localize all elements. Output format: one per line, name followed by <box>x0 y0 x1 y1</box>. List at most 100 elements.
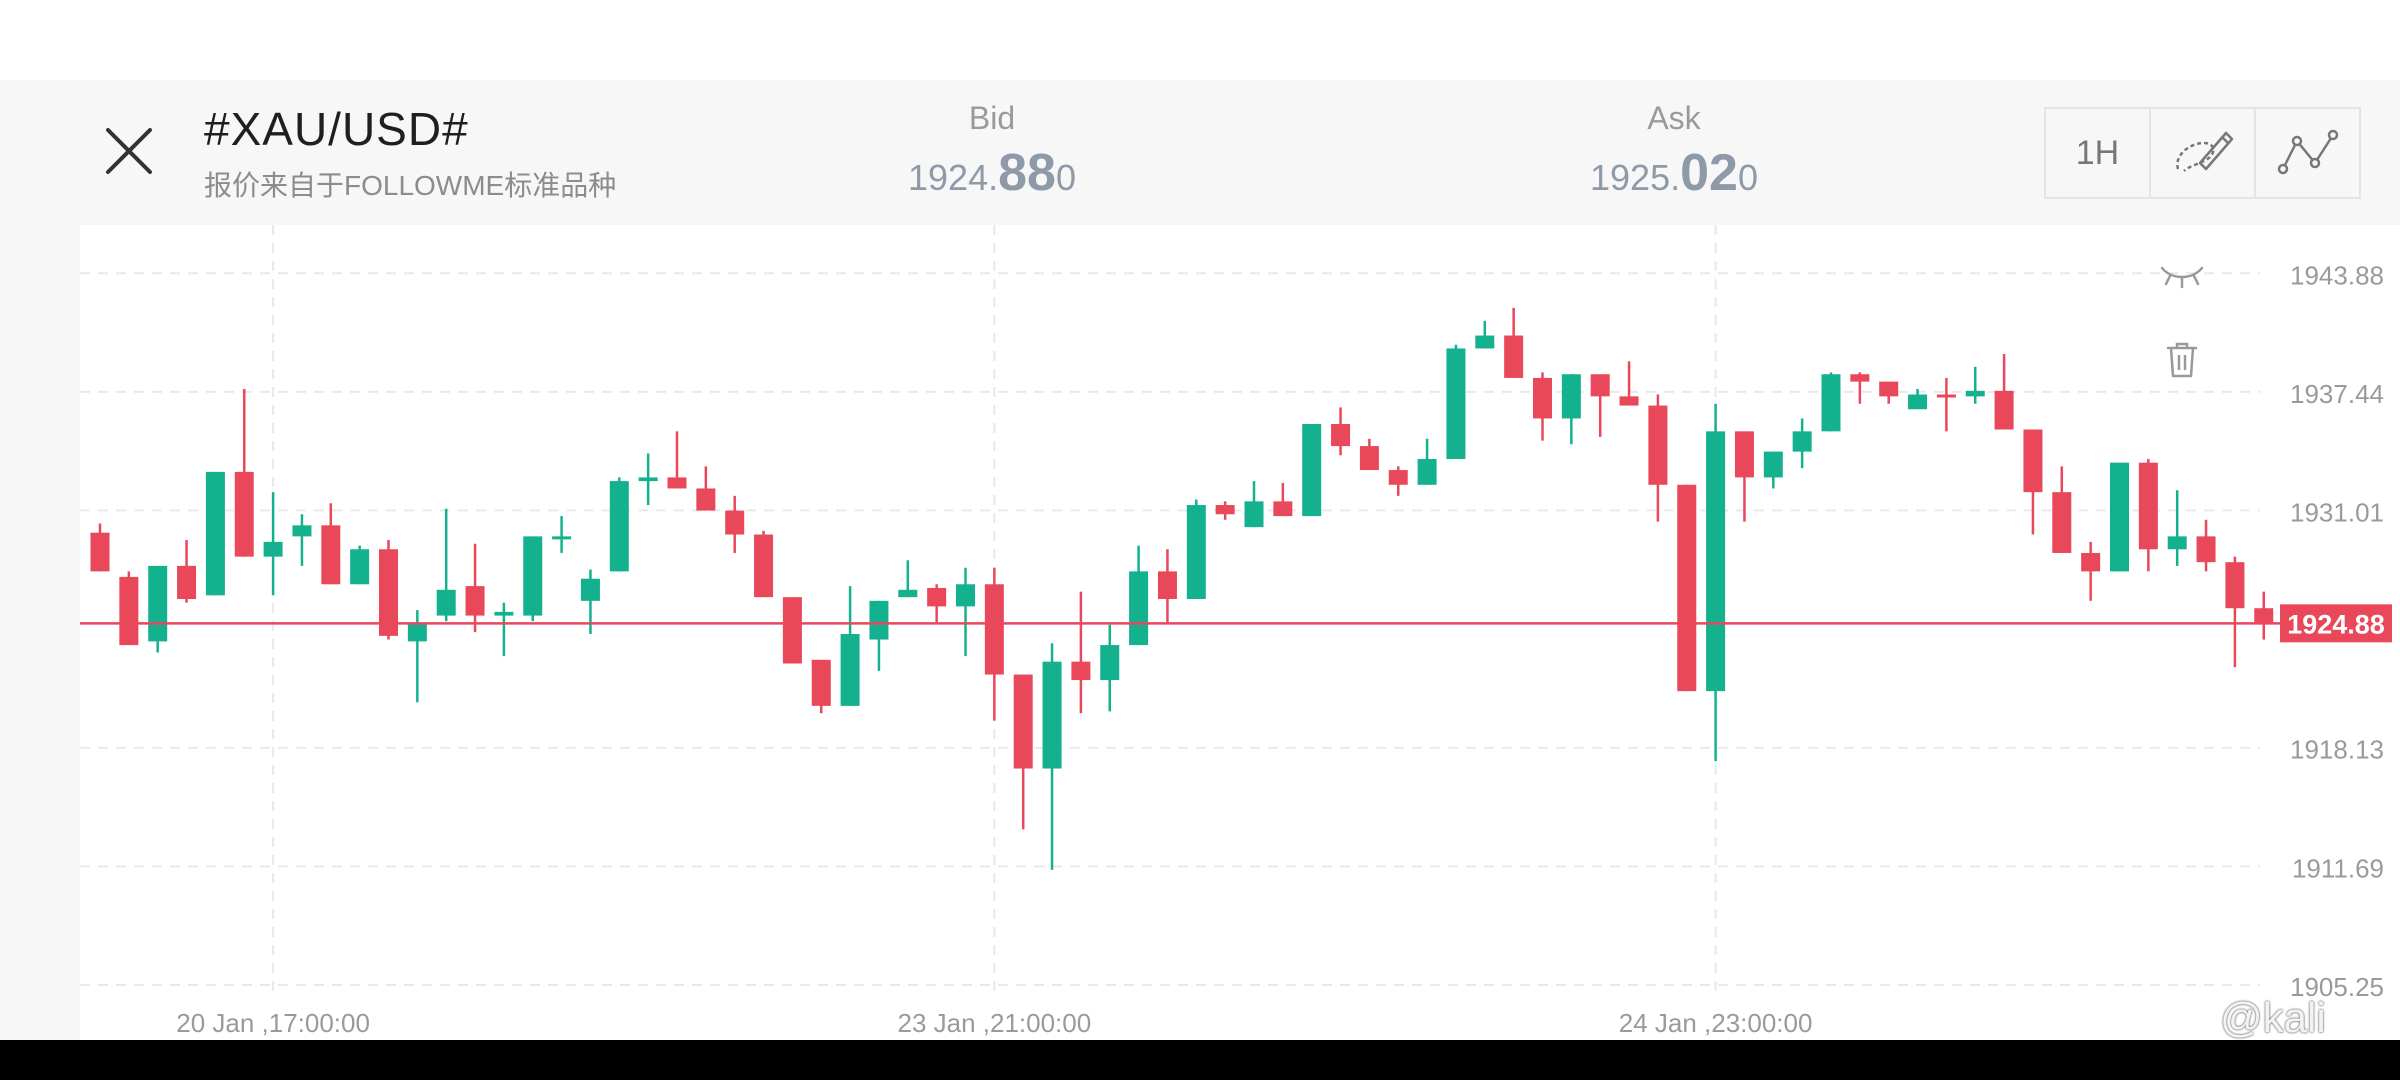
axis-layer: 1943.88 1937.44 1931.01 1918.13 1911.69 1905.… <box>176 260 2384 1038</box>
candle <box>350 545 370 585</box>
timeframe-button[interactable]: 1H <box>2046 109 2151 197</box>
candle <box>177 540 197 603</box>
candle-body <box>1504 335 1524 378</box>
candle <box>1908 388 1928 410</box>
indicator-button[interactable] <box>2256 109 2359 197</box>
candle <box>1129 545 1149 646</box>
candle <box>2110 462 2129 572</box>
candle <box>840 586 860 706</box>
candle <box>321 503 341 585</box>
candle <box>119 571 139 646</box>
x-tick-label: 23 Jan ,21:00:00 <box>897 1008 1091 1038</box>
candle-body <box>1215 505 1235 515</box>
candle <box>1071 591 1091 714</box>
candle <box>1331 407 1351 456</box>
candle <box>2081 541 2101 601</box>
candle-body <box>177 565 197 600</box>
candle-body <box>1821 374 1841 432</box>
candle-body <box>2110 462 2129 572</box>
candle-body <box>1850 374 1870 382</box>
left-gutter <box>0 225 80 1040</box>
x-tick-label: 24 Jan ,23:00:00 <box>1619 1008 1813 1038</box>
candle-body <box>552 536 572 540</box>
candle <box>956 567 975 657</box>
candle <box>1648 394 1668 522</box>
candle <box>638 453 658 506</box>
ask-value: 1925.020 <box>1524 143 1824 203</box>
candle <box>1359 438 1379 471</box>
candle <box>1244 481 1264 528</box>
current-price-tag <box>2280 604 2392 643</box>
candle <box>1157 549 1177 623</box>
y-tick-label: 1943.88 <box>2290 260 2384 290</box>
price-chart[interactable]: 1924.88 1943.88 1937.44 1931.01 1918.13 1911… <box>80 225 2400 1040</box>
candle <box>494 602 514 657</box>
candle-body <box>984 584 1004 675</box>
eye-closed-icon[interactable] <box>2158 260 2206 290</box>
candle <box>1619 361 1639 406</box>
candle-body <box>1533 377 1552 419</box>
candle-body <box>2254 608 2274 623</box>
close-button[interactable] <box>96 118 162 184</box>
candle-body <box>1331 423 1351 447</box>
candle <box>1475 320 1495 349</box>
candle-body <box>1013 674 1033 769</box>
candle <box>725 495 745 553</box>
candle-body <box>1936 394 1956 398</box>
candle-body <box>2081 552 2101 572</box>
candle-body <box>1994 390 2014 430</box>
candle <box>1734 431 1754 522</box>
candle <box>465 543 485 633</box>
candle <box>1677 484 1697 692</box>
candle <box>898 560 918 598</box>
candle-body <box>1648 405 1668 485</box>
candle <box>1042 643 1062 870</box>
candle <box>2052 466 2072 553</box>
candle-body <box>898 589 918 598</box>
candle <box>811 659 831 714</box>
candle <box>1215 501 1235 520</box>
indicator-line-icon <box>2277 129 2338 175</box>
candle-body <box>956 584 975 607</box>
candle-body <box>609 481 629 572</box>
candle <box>148 565 168 653</box>
candle-body <box>465 586 485 616</box>
ask-value-pre: 1925. <box>1590 157 1681 198</box>
candle <box>1994 353 2014 430</box>
candle <box>292 514 312 566</box>
candle <box>552 516 572 553</box>
candle <box>1561 374 1581 445</box>
ask-quote: Ask 1925.020 <box>1524 100 1824 203</box>
candlestick-chart[interactable]: 1924.88 1943.88 1937.44 1931.01 1918.13 1911… <box>80 225 2400 1040</box>
candle-body <box>1244 501 1264 528</box>
candle-body <box>1157 571 1177 600</box>
y-tick-label: 1911.69 <box>2292 853 2384 883</box>
candle <box>1533 372 1552 441</box>
candle <box>90 523 110 572</box>
candle-body <box>580 578 600 601</box>
y-tick-label: 1918.13 <box>2290 735 2384 765</box>
candle-body <box>1677 484 1697 692</box>
candle-body <box>638 477 658 482</box>
trash-icon[interactable] <box>2164 340 2200 380</box>
candle-body <box>205 471 225 596</box>
candle <box>1417 438 1437 485</box>
candle-body <box>379 549 398 636</box>
candle-body <box>1619 396 1639 406</box>
candle-body <box>1706 431 1726 692</box>
candle <box>667 431 687 489</box>
candle-body <box>927 587 947 607</box>
bid-label: Bid <box>968 100 1016 136</box>
candle <box>1879 381 1899 404</box>
draw-button[interactable] <box>2151 109 2256 197</box>
candle-body <box>811 659 831 706</box>
candle-body <box>2052 492 2072 553</box>
candle-body <box>2196 536 2216 563</box>
candle-body <box>321 525 341 585</box>
candle-body <box>1879 381 1899 397</box>
candle <box>2254 591 2274 640</box>
candle <box>1388 466 1408 496</box>
candle-body <box>782 597 802 664</box>
bid-value-pre: 1924. <box>908 157 999 198</box>
candle <box>609 477 629 572</box>
